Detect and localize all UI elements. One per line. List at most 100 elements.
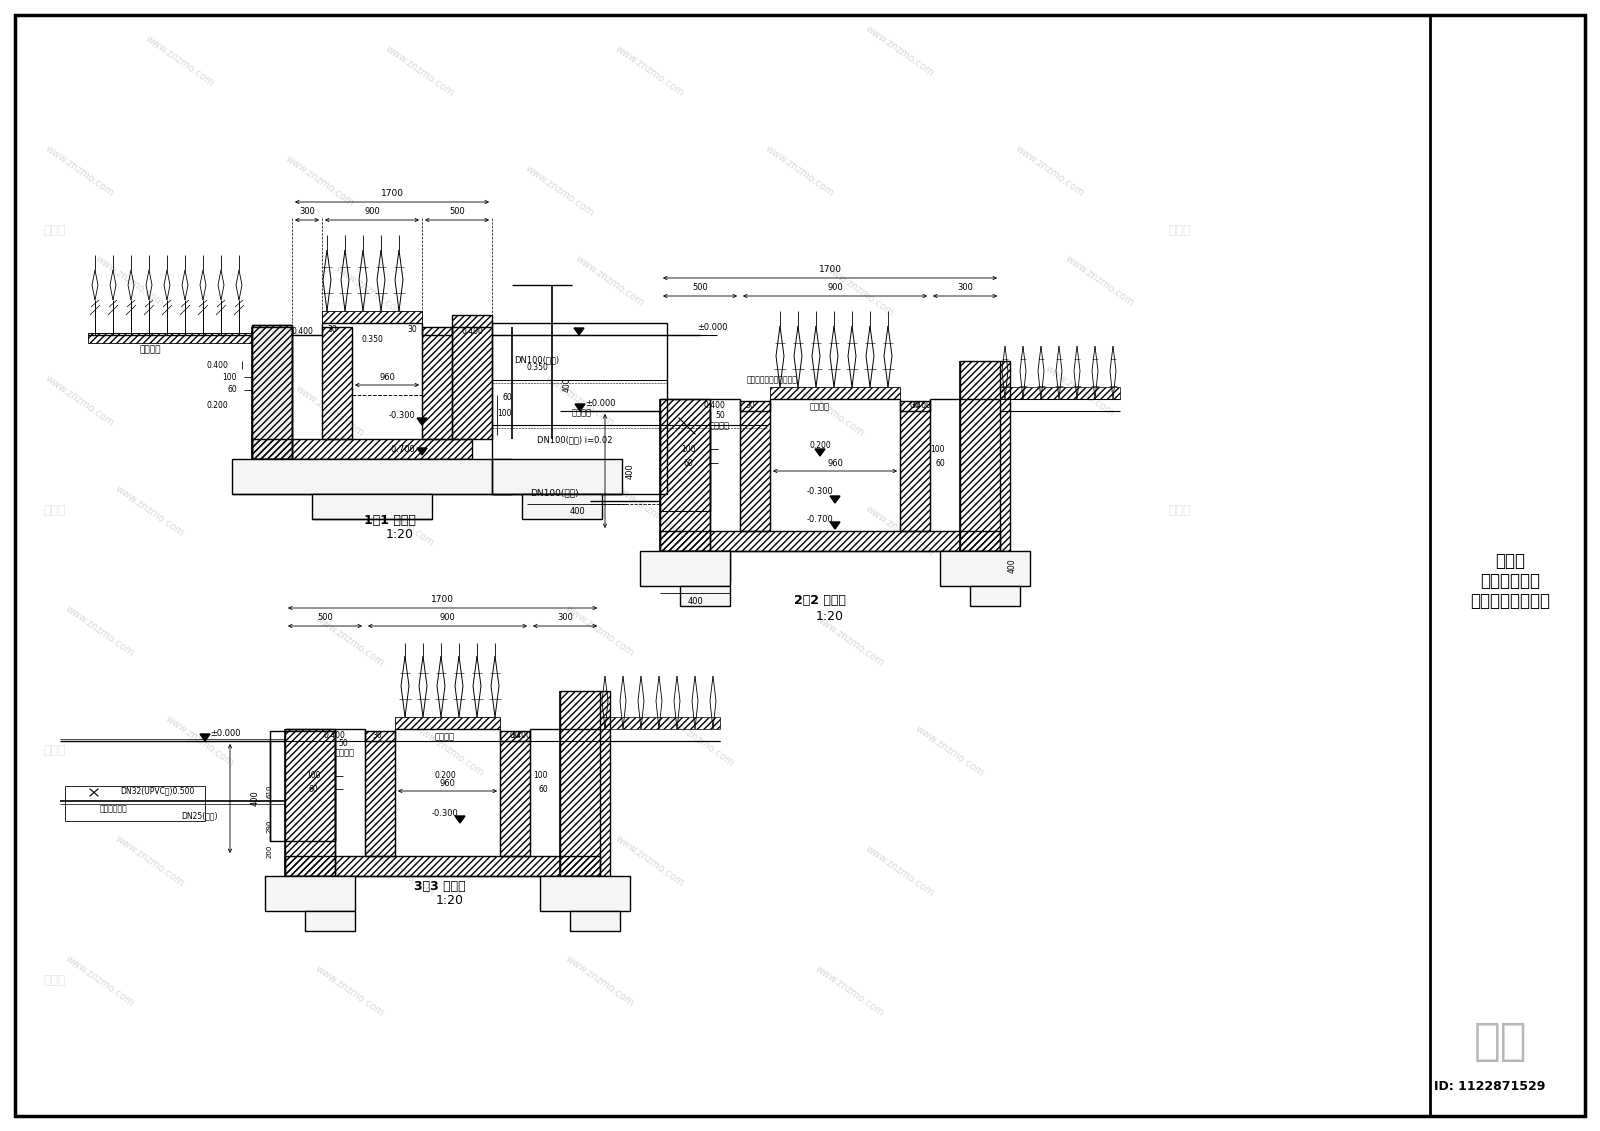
Text: 100: 100 [680, 444, 696, 454]
Text: 0.350: 0.350 [526, 363, 547, 371]
Text: 知末网: 知末网 [43, 744, 66, 758]
Text: 60: 60 [538, 785, 547, 794]
Bar [285, 729, 334, 877]
Text: 500: 500 [693, 284, 707, 293]
Text: 400: 400 [251, 791, 259, 806]
Text: 50: 50 [715, 412, 725, 421]
Text: 100: 100 [222, 372, 237, 381]
Text: 400: 400 [1008, 559, 1016, 573]
Text: 0.400: 0.400 [323, 732, 346, 741]
Text: www.znzmo.com: www.znzmo.com [1064, 253, 1136, 309]
Text: 花池种植: 花池种植 [435, 733, 454, 742]
Bar [322, 327, 352, 439]
Text: 0.400: 0.400 [702, 402, 725, 411]
Text: 1:20: 1:20 [386, 528, 414, 542]
Bar [422, 327, 453, 439]
Text: www.znzmo.com: www.znzmo.com [414, 724, 486, 778]
Text: www.znzmo.com: www.znzmo.com [1043, 363, 1117, 418]
Text: www.znzmo.com: www.znzmo.com [314, 964, 386, 1018]
Polygon shape [830, 523, 840, 529]
Text: 广场铺装: 广场铺装 [334, 749, 355, 758]
Polygon shape [418, 418, 427, 425]
Text: 60: 60 [936, 458, 946, 467]
Bar [522, 494, 602, 519]
Text: www.znzmo.com: www.znzmo.com [563, 953, 637, 1009]
Text: DN100(泄水) i=0.02: DN100(泄水) i=0.02 [538, 435, 613, 444]
Bar [739, 402, 770, 530]
Text: 1700: 1700 [430, 596, 454, 604]
Text: www.znzmo.com: www.znzmo.com [114, 834, 186, 889]
Text: www.znzmo.com: www.znzmo.com [523, 164, 597, 218]
Text: 知末网: 知末网 [1168, 504, 1192, 518]
Text: 60: 60 [227, 386, 237, 395]
Text: www.znzmo.com: www.znzmo.com [814, 964, 886, 1018]
Text: 400: 400 [563, 378, 571, 392]
Text: 400: 400 [570, 508, 586, 517]
Bar [680, 586, 730, 606]
Text: www.znzmo.com: www.znzmo.com [563, 604, 637, 658]
Bar [970, 586, 1021, 606]
Text: 广场铺装: 广场铺装 [710, 422, 730, 431]
Text: 900: 900 [827, 284, 843, 293]
Bar [232, 459, 512, 494]
Text: www.znzmo.com: www.znzmo.com [384, 44, 456, 98]
Text: 610: 610 [267, 784, 274, 797]
Text: www.znzmo.com: www.znzmo.com [794, 383, 866, 439]
Bar [560, 691, 610, 877]
Text: 知末网: 知末网 [43, 224, 66, 238]
Text: 60: 60 [309, 785, 318, 794]
Bar [493, 459, 622, 494]
Bar [285, 856, 600, 877]
Bar [253, 325, 291, 459]
Text: 400: 400 [626, 463, 635, 478]
Text: 0.350: 0.350 [362, 336, 382, 345]
Text: 290: 290 [267, 819, 274, 832]
Text: www.znzmo.com: www.znzmo.com [334, 264, 406, 319]
Bar [1000, 387, 1120, 399]
Bar [365, 731, 395, 856]
Text: 30: 30 [510, 732, 520, 741]
Text: 60: 60 [683, 458, 693, 467]
Text: 960: 960 [379, 372, 395, 381]
Text: 2－2 剖面图: 2－2 剖面图 [794, 595, 846, 607]
Text: 知末网: 知末网 [43, 504, 66, 518]
Text: 960: 960 [827, 458, 843, 467]
Text: www.znzmo.com: www.znzmo.com [914, 724, 986, 778]
Text: 0.400: 0.400 [509, 732, 531, 741]
Text: 400: 400 [686, 596, 702, 605]
Text: 30: 30 [910, 402, 920, 411]
Text: www.znzmo.com: www.znzmo.com [94, 253, 166, 309]
Text: www.znzmo.com: www.znzmo.com [614, 484, 686, 538]
Text: 100: 100 [498, 408, 512, 417]
Text: www.znzmo.com: www.znzmo.com [614, 834, 686, 889]
Text: www.znzmo.com: www.znzmo.com [814, 613, 886, 668]
Text: 3－3 剖面图: 3－3 剖面图 [414, 880, 466, 892]
Text: 30: 30 [746, 402, 755, 411]
Text: DN100(连通): DN100(连通) [530, 489, 579, 498]
Text: www.znzmo.com: www.znzmo.com [294, 383, 366, 439]
Text: 0.200: 0.200 [206, 400, 227, 409]
Text: 埃及区: 埃及区 [1494, 552, 1525, 570]
Text: ±0.000: ±0.000 [584, 398, 616, 407]
Polygon shape [574, 404, 586, 411]
Text: -0.700: -0.700 [806, 515, 834, 524]
Text: 1700: 1700 [381, 190, 403, 199]
Text: -0.700: -0.700 [389, 446, 416, 455]
Text: 30: 30 [373, 732, 382, 741]
Text: DN100(溢水): DN100(溢水) [515, 355, 560, 364]
Bar [312, 494, 432, 519]
Text: DN25(补水): DN25(补水) [182, 812, 218, 820]
Text: 900: 900 [440, 613, 456, 622]
Text: DN32(UPVC管)0.500: DN32(UPVC管)0.500 [120, 786, 194, 795]
Text: 0.200: 0.200 [810, 441, 830, 450]
Text: 0.400: 0.400 [291, 328, 314, 337]
Bar [253, 439, 472, 459]
Text: 方形种植水池: 方形种植水池 [1480, 572, 1539, 590]
Text: 200: 200 [267, 845, 274, 857]
Bar [600, 717, 720, 729]
Text: www.znzmo.com: www.znzmo.com [544, 373, 616, 429]
Text: 0.400: 0.400 [461, 328, 483, 337]
Text: 0.200: 0.200 [434, 771, 456, 780]
Text: 就近排入区内雨水检查井: 就近排入区内雨水检查井 [747, 375, 798, 385]
Bar [661, 399, 710, 551]
